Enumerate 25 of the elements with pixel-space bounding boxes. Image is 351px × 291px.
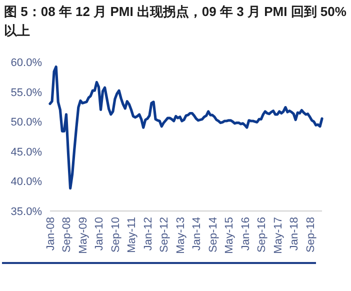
- x-tick-label: May-09: [77, 217, 90, 254]
- line-series: [48, 65, 324, 190]
- x-tick-label: Sep-16: [256, 217, 268, 252]
- x-tick-label: Sep-10: [110, 217, 122, 252]
- y-tick-label: 40.0%: [10, 176, 42, 188]
- x-tick-label: May-15: [224, 217, 236, 254]
- x-tick-label: Sep-12: [158, 217, 171, 252]
- chart-title: 图 5：08 年 12 月 PMI 出现拐点，09 年 3 月 PMI 回到 50%以上: [4, 3, 347, 40]
- x-tick-label: Sep-14: [207, 217, 220, 252]
- x-tick-label: May-17: [272, 217, 284, 254]
- x-tick-label: Sep-18: [304, 217, 317, 252]
- x-tick-label: Jan-10: [94, 217, 106, 251]
- y-tick-label: 55.0%: [10, 86, 42, 99]
- x-tick-label: Jan-18: [288, 217, 301, 251]
- y-tick-label: 60.0%: [10, 57, 42, 69]
- y-tick-label: 35.0%: [10, 206, 42, 218]
- x-tick-label: Jan-16: [240, 217, 252, 251]
- x-tick-label: Sep-08: [61, 217, 74, 252]
- x-tick-label: May-11: [126, 217, 138, 253]
- y-tick-label: 50.0%: [10, 116, 42, 129]
- x-tick-label: Jan-08: [45, 217, 57, 251]
- x-tick-label: Jan-14: [191, 217, 204, 251]
- x-tick-label: May-13: [174, 217, 187, 254]
- y-tick-label: 45.0%: [10, 146, 42, 158]
- x-tick-label: Jan-12: [142, 217, 154, 251]
